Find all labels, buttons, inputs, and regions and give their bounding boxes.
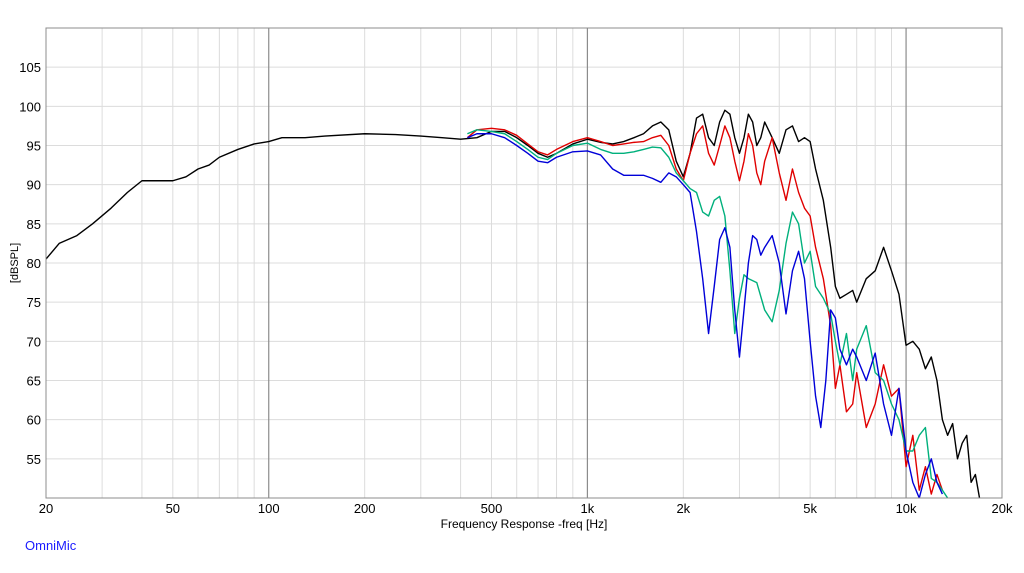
x-tick-label: 200 — [354, 501, 376, 516]
y-tick-labels: 55 60 65 70 75 80 85 90 95 100 105 — [19, 60, 41, 467]
x-tick-label: 100 — [258, 501, 280, 516]
y-tick-label: 105 — [19, 60, 41, 75]
series-line-4 — [467, 133, 944, 498]
y-tick-label: 65 — [27, 374, 41, 389]
y-tick-label: 55 — [27, 452, 41, 467]
series-line-1 — [46, 109, 981, 498]
x-tick-label: 500 — [481, 501, 503, 516]
y-tick-label: 100 — [19, 99, 41, 114]
x-tick-label: 10k — [896, 501, 917, 516]
omnimic-brand-label: OmniMic — [25, 538, 77, 553]
x-tick-label: 1k — [581, 501, 595, 516]
series-line-2 — [466, 125, 944, 495]
x-tick-label: 2k — [676, 501, 690, 516]
x-tick-label: 50 — [166, 501, 180, 516]
y-tick-label: 80 — [27, 256, 41, 271]
series-line-3 — [467, 129, 949, 498]
y-tick-label: 90 — [27, 178, 41, 193]
x-tick-label: 20k — [992, 501, 1013, 516]
x-tick-label: 5k — [803, 501, 817, 516]
y-tick-label: 95 — [27, 139, 41, 154]
y-tick-label: 60 — [27, 413, 41, 428]
x-tick-label: 20 — [39, 501, 53, 516]
y-tick-label: 75 — [27, 295, 41, 310]
series-layer — [46, 109, 981, 498]
y-tick-label: 85 — [27, 217, 41, 232]
x-axis-title: Frequency Response -freq [Hz] — [441, 517, 608, 531]
major-gridlines — [268, 28, 907, 498]
plot-frame — [45, 27, 1003, 499]
y-tick-label: 70 — [27, 334, 41, 349]
x-tick-labels: 20 50 100 200 500 1k 2k 5k 10k 20k — [39, 501, 1013, 516]
y-axis-title: [dBSPL] — [9, 243, 21, 283]
